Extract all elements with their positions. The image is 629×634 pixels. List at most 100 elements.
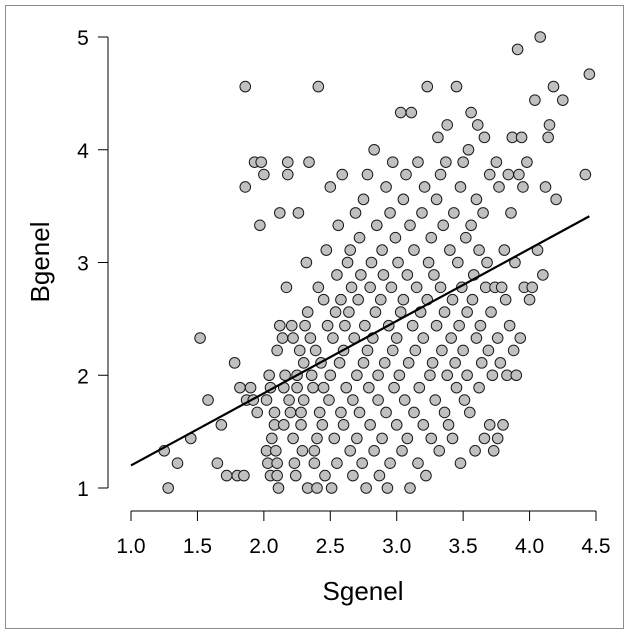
data-point	[460, 231, 472, 244]
data-point	[517, 181, 529, 193]
data-point	[542, 131, 554, 144]
data-point	[308, 444, 321, 457]
data-point	[171, 457, 184, 469]
data-point	[341, 256, 354, 269]
data-point	[364, 419, 376, 431]
data-point	[317, 293, 330, 306]
data-point	[408, 244, 420, 256]
data-point	[393, 369, 406, 382]
data-point	[312, 80, 325, 93]
data-point	[340, 381, 353, 394]
data-point	[360, 482, 372, 494]
data-point	[384, 457, 396, 469]
data-point	[289, 469, 302, 482]
data-point	[543, 119, 556, 131]
data-point	[550, 193, 562, 206]
data-point	[244, 381, 257, 394]
data-point	[406, 319, 419, 332]
data-point	[312, 281, 325, 294]
data-point	[457, 344, 469, 357]
data-point	[494, 357, 507, 369]
data-point	[280, 281, 293, 294]
data-point	[368, 143, 380, 156]
data-point	[361, 344, 374, 357]
x-axis-title: Sgenel	[323, 576, 404, 606]
data-point	[438, 306, 451, 318]
data-point	[386, 156, 399, 168]
data-point	[534, 31, 547, 43]
data-point	[429, 394, 442, 406]
data-point	[412, 156, 424, 168]
data-point	[336, 168, 349, 181]
data-point	[381, 482, 394, 494]
data-point	[392, 256, 404, 269]
data-point	[425, 231, 438, 244]
data-point	[478, 432, 491, 445]
data-point	[351, 432, 363, 445]
data-point	[364, 281, 376, 294]
data-point	[239, 80, 252, 93]
data-point	[404, 482, 416, 494]
data-point	[308, 457, 321, 469]
data-point	[410, 281, 423, 294]
data-point	[450, 80, 463, 93]
data-point	[507, 344, 520, 357]
data-point	[390, 332, 403, 344]
data-point	[583, 68, 596, 81]
data-point	[277, 419, 290, 431]
data-point	[394, 106, 407, 119]
data-point	[445, 332, 457, 344]
data-point	[430, 319, 443, 332]
y-axis-title: Bgenel	[25, 222, 55, 303]
data-point	[454, 457, 467, 469]
data-point	[502, 168, 515, 181]
data-point	[370, 219, 383, 232]
data-point	[413, 381, 426, 394]
data-point	[385, 281, 398, 294]
data-point	[353, 231, 366, 244]
data-point	[311, 482, 323, 494]
data-point	[324, 181, 337, 193]
data-point	[490, 156, 503, 168]
data-point	[417, 419, 430, 431]
data-point	[297, 394, 310, 406]
data-point	[396, 444, 408, 457]
data-point	[373, 469, 386, 482]
data-point	[271, 469, 283, 482]
x-tick-label: 2.5	[316, 535, 345, 558]
data-point	[446, 293, 459, 306]
data-point	[295, 406, 307, 419]
data-point	[470, 332, 483, 344]
data-point	[345, 281, 358, 294]
data-point	[353, 406, 366, 419]
data-point	[448, 207, 460, 219]
data-point	[556, 94, 569, 106]
data-point	[499, 293, 512, 306]
data-point	[251, 406, 264, 419]
data-point	[433, 444, 446, 457]
data-point	[234, 381, 246, 394]
data-point	[409, 344, 422, 357]
data-point	[272, 482, 285, 494]
data-point	[483, 419, 496, 431]
data-point	[453, 319, 465, 332]
data-point	[487, 444, 500, 457]
data-point	[515, 131, 528, 144]
data-point	[537, 269, 549, 281]
data-point	[238, 469, 250, 482]
data-point	[529, 94, 541, 106]
data-point	[325, 482, 338, 494]
data-point	[355, 269, 367, 281]
data-point	[339, 319, 351, 332]
data-point	[211, 457, 224, 469]
data-point	[296, 444, 309, 457]
data-point	[417, 332, 430, 344]
data-point	[477, 207, 489, 219]
data-point	[401, 269, 414, 281]
data-point	[347, 394, 359, 406]
data-point	[357, 357, 370, 369]
data-point	[313, 406, 326, 419]
x-tick-label: 4.5	[581, 535, 610, 558]
data-point	[461, 369, 473, 382]
